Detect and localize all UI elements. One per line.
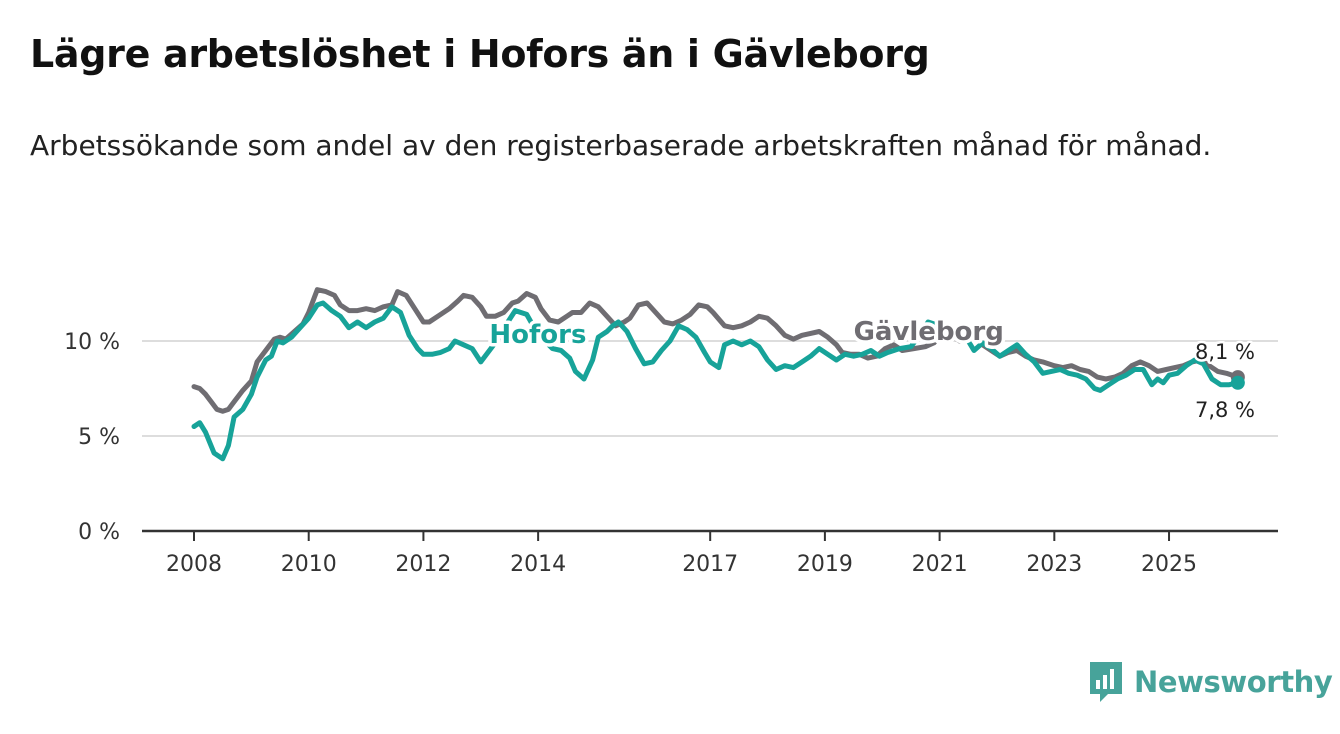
x-tick-label: 2012 [395, 552, 451, 577]
x-tick-label: 2010 [281, 552, 337, 577]
y-tick-label: 10 % [64, 330, 120, 355]
chart-axes: 0 % 5 % 10 % 2008 2010 2012 2014 2017 2019 2021 20… [64, 330, 1278, 577]
x-tick-label: 2008 [166, 552, 222, 577]
end-value-label: 7,8 % [1195, 398, 1255, 422]
series-lines [191, 287, 1245, 462]
series-label-hofors: Hofors [489, 320, 586, 350]
chart-title: Lägre arbetslöshet i Hofors än i Gävlebo… [30, 32, 930, 76]
x-tick-label: 2025 [1141, 552, 1197, 577]
series-line-hofors [191, 300, 1241, 462]
newsworthy-logo-icon [1090, 662, 1122, 702]
series-end-point [1230, 375, 1245, 390]
brand-name: Newsworthy [1134, 665, 1333, 699]
newsworthy-logo: Newsworthy [1088, 660, 1333, 704]
series-labels: Gävleborg Hofors 8,1 % 7,8 % [486, 314, 1258, 425]
grid-lines [142, 340, 1278, 437]
chart-subtitle: Arbetssökande som andel av den registerb… [30, 129, 1212, 162]
y-tick-label: 0 % [78, 520, 120, 545]
series-label-gvleborg: Gävleborg [854, 317, 1004, 347]
end-value-label: 8,1 % [1195, 340, 1255, 364]
y-tick-label: 5 % [78, 425, 120, 450]
x-tick-label: 2023 [1026, 552, 1082, 577]
x-tick-label: 2021 [912, 552, 968, 577]
x-tick-label: 2014 [510, 552, 566, 577]
x-tick-label: 2017 [682, 552, 738, 577]
x-tick-label: 2019 [797, 552, 853, 577]
series-line-gvleborg [191, 287, 1241, 414]
